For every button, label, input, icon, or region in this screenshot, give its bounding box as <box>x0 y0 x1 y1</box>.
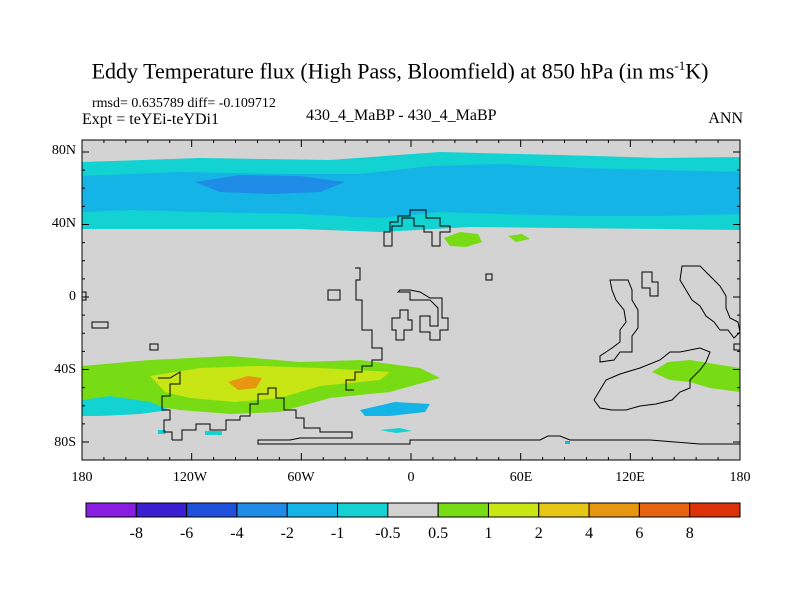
east-cyan-dash <box>565 441 570 444</box>
stats-label: rmsd= 0.635789 diff= -0.109712 <box>92 96 276 111</box>
colorbar: -8 -6 -4 -2 -1 -0.5 0.5 1 2 4 6 8 <box>85 502 741 542</box>
plot-title: Eddy Temperature flux (High Pass, Bloomf… <box>0 58 800 84</box>
south-teal-fringe <box>82 396 170 416</box>
title-text-a: Eddy Temperature flux (High Pass, Bloomf… <box>91 58 675 84</box>
north-band-blue <box>195 175 345 194</box>
colorbar-label: 8 <box>686 525 694 542</box>
colorbar-swatch <box>186 502 238 518</box>
colorbar-swatch <box>85 502 137 518</box>
colorbar-label: -4 <box>230 525 243 542</box>
colorbar-label: -2 <box>281 525 294 542</box>
y-tick-eq: 0 <box>69 289 76 304</box>
x-tick-60e: 60E <box>509 470 533 485</box>
colorbar-swatch <box>387 502 439 518</box>
colorbar-swatch <box>538 502 590 518</box>
season-label: ANN <box>708 110 743 127</box>
north-green-dot <box>508 234 530 242</box>
colorbar-label: -8 <box>130 525 143 542</box>
coastlines <box>82 209 740 445</box>
north-green-patch <box>444 232 482 247</box>
colorbar-label: -0.5 <box>375 525 400 542</box>
colorbar-label: 4 <box>585 525 593 542</box>
y-tick-80s: 80S <box>54 435 76 450</box>
title-text-b: K) <box>685 58 709 84</box>
colorbar-swatch <box>437 502 489 518</box>
east-green-patch <box>652 360 740 392</box>
x-tick-180w: 180 <box>71 470 93 485</box>
south-teal-dash <box>380 428 412 433</box>
colorbar-swatch <box>588 502 640 518</box>
colorbar-label: 0.5 <box>428 525 448 542</box>
experiment-label: Expt = teYEi-teYDi1 <box>82 111 219 128</box>
x-tick-0: 0 <box>407 470 415 485</box>
south-teal-mid <box>205 431 222 435</box>
x-tick-180e: 180 <box>729 470 751 485</box>
south-band-yellow <box>150 366 390 402</box>
colorbar-swatch <box>236 502 288 518</box>
comparison-label: 430_4_MaBP - 430_4_MaBP <box>306 107 497 124</box>
title-superscript: -1 <box>674 58 686 73</box>
y-tick-80n: 80N <box>51 143 76 158</box>
colorbar-swatch <box>337 502 389 518</box>
x-tick-60w: 60W <box>287 470 315 485</box>
colorbar-swatch <box>487 502 540 518</box>
south-cyan-patch <box>360 402 430 416</box>
x-tick-120e: 120E <box>615 470 645 485</box>
y-tick-40s: 40S <box>54 362 76 377</box>
colorbar-label: 2 <box>535 525 543 542</box>
colorbar-label: 1 <box>484 525 492 542</box>
colorbar-label: -6 <box>180 525 193 542</box>
colorbar-swatch <box>135 502 188 518</box>
colorbar-swatch <box>638 502 691 518</box>
colorbar-label: -1 <box>331 525 344 542</box>
colorbar-swatch <box>689 502 741 518</box>
x-tick-120w: 120W <box>172 470 208 485</box>
axis-ticks <box>81 140 741 460</box>
colorbar-swatch <box>286 502 339 518</box>
y-tick-40n: 40N <box>51 216 76 231</box>
south-core-orange <box>228 376 262 390</box>
colorbar-label: 6 <box>635 525 643 542</box>
